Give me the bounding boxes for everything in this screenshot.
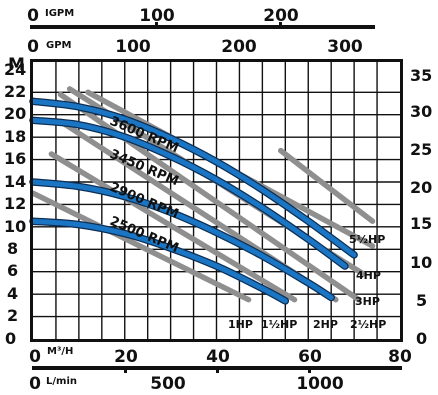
gpm-tick: 300 [327,37,363,57]
hp-line [277,147,376,224]
gpm-unit-label: GPM [46,40,72,51]
igpm-axis-tick-mark [279,22,282,29]
igpm-axis-line [30,25,375,29]
igpm-tick: 200 [263,6,299,26]
left-y-tick: 18 [4,127,26,146]
top-gpm-axis: 0 GPM 100 200 300 [27,37,363,57]
left-y-tick: 10 [4,217,26,236]
rpm-curve [30,117,348,269]
lmin-tick: 0 [29,374,41,394]
hp-label: 5½HP [349,233,385,246]
right-y-tick: 25 [410,140,432,159]
left-y-tick: 2 [7,306,18,325]
hp-label: 1½HP [261,318,297,331]
right-y-tick: 10 [410,253,432,272]
lmin-unit-label: L/min [46,376,77,387]
top-igpm-axis: 0 IGPM 100 200 [27,6,375,29]
rpm-curve [30,218,288,304]
right-y-tick: 30 [410,102,432,121]
bottom-lmin-axis: 0 L/min 500 1000 [29,374,344,394]
m3h-tick: 40 [206,347,230,367]
m3h-axis-tick-mark [308,366,311,373]
rpm-curve [30,98,357,258]
lmin-tick: 1000 [296,374,343,394]
m3h-axis-tick-mark [124,366,127,373]
right-y-ticks: 0 5 10 15 20 25 30 35 [410,66,432,348]
igpm-unit-label: IGPM [45,8,74,19]
m3h-tick: 20 [114,347,138,367]
m3h-tick: 0 [29,347,41,367]
left-axis-unit-label: M [8,55,25,75]
igpm-tick: 0 [27,6,39,26]
left-y-tick: 14 [4,172,26,191]
gpm-tick: 200 [221,37,257,57]
left-y-tick: 8 [7,239,18,258]
hp-label: 2½HP [350,318,386,331]
bottom-m3h-axis: 0 M³/H 20 40 60 80 [29,346,412,373]
gpm-tick: 0 [27,37,39,57]
hp-label: 4HP [356,269,381,282]
igpm-tick: 100 [139,6,175,26]
right-y-tick: 0 [416,329,427,348]
left-y-tick: 4 [7,284,18,303]
hp-line [57,91,362,303]
left-y-tick: 22 [4,82,26,101]
m3h-axis-tick-mark [216,366,219,373]
m3h-unit-label: M³/H [47,346,73,357]
right-y-tick: 35 [410,66,432,85]
right-y-tick: 5 [416,291,427,310]
right-y-tick: 20 [410,178,432,197]
m3h-tick: 80 [388,347,412,367]
rpm-curve [30,179,334,300]
left-y-tick: 16 [4,149,26,168]
hp-line [30,190,252,303]
igpm-axis-tick-mark [155,22,158,29]
lmin-tick: 500 [150,374,186,394]
hp-label: 2HP [313,318,338,331]
left-y-tick: 6 [7,261,18,280]
plot-frame [30,59,403,342]
hp-label: 3HP [355,295,380,308]
m3h-tick: 60 [298,347,322,367]
left-y-tick: 12 [4,194,26,213]
left-y-tick: 24 [4,60,26,79]
left-y-tick: 0 [5,329,16,348]
gpm-tick: 100 [115,37,151,57]
left-y-tick: 20 [4,104,26,123]
rpm-curves [29,97,358,305]
hp-labels: 1HP 1½HP 2HP 2½HP 3HP 4HP 5½HP [228,233,386,331]
hp-line [48,151,298,303]
hp-label: 1HP [228,318,253,331]
left-y-ticks: 0 2 4 6 8 10 12 14 16 18 20 22 24 [4,60,26,348]
right-y-tick: 15 [410,214,432,233]
